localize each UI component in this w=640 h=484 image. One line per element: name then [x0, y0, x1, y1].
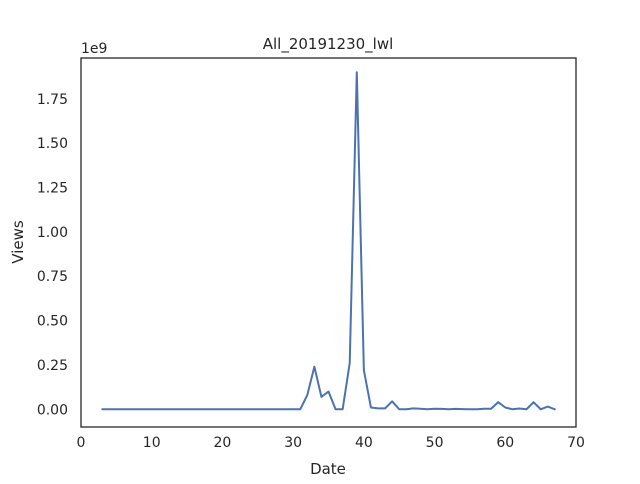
- y-offset-label: 1e9: [81, 41, 107, 57]
- y-tick-label: 1.75: [37, 92, 68, 108]
- x-tick-label: 60: [496, 435, 514, 451]
- x-tick-label: 50: [426, 435, 444, 451]
- y-axis-label: Views: [9, 220, 27, 264]
- series-line: [101, 71, 556, 411]
- x-tick-label: 20: [214, 435, 232, 451]
- x-tick-label: 40: [355, 435, 373, 451]
- y-tick-label: 0.00: [37, 402, 68, 418]
- y-tick-label: 0.25: [37, 358, 68, 374]
- x-tick-label: 10: [143, 435, 161, 451]
- x-axis-ticks: 0 10 20 30 40 50 60 70: [77, 435, 585, 451]
- x-tick-label: 30: [284, 435, 302, 451]
- y-tick-label: 0.75: [37, 269, 68, 285]
- y-tick-label: 1.25: [37, 181, 68, 197]
- chart-title: All_20191230_lwl: [263, 35, 394, 54]
- plot-frame: [80, 57, 577, 428]
- y-axis-ticks: 0.00 0.25 0.50 0.75 1.00 1.25 1.50 1.75: [37, 92, 68, 418]
- x-axis-label: Date: [310, 460, 346, 478]
- y-tick-label: 1.50: [37, 136, 68, 152]
- y-tick-label: 0.50: [37, 314, 68, 330]
- y-tick-label: 1.00: [37, 225, 68, 241]
- x-tick-label: 70: [567, 435, 585, 451]
- x-tick-label: 0: [77, 435, 86, 451]
